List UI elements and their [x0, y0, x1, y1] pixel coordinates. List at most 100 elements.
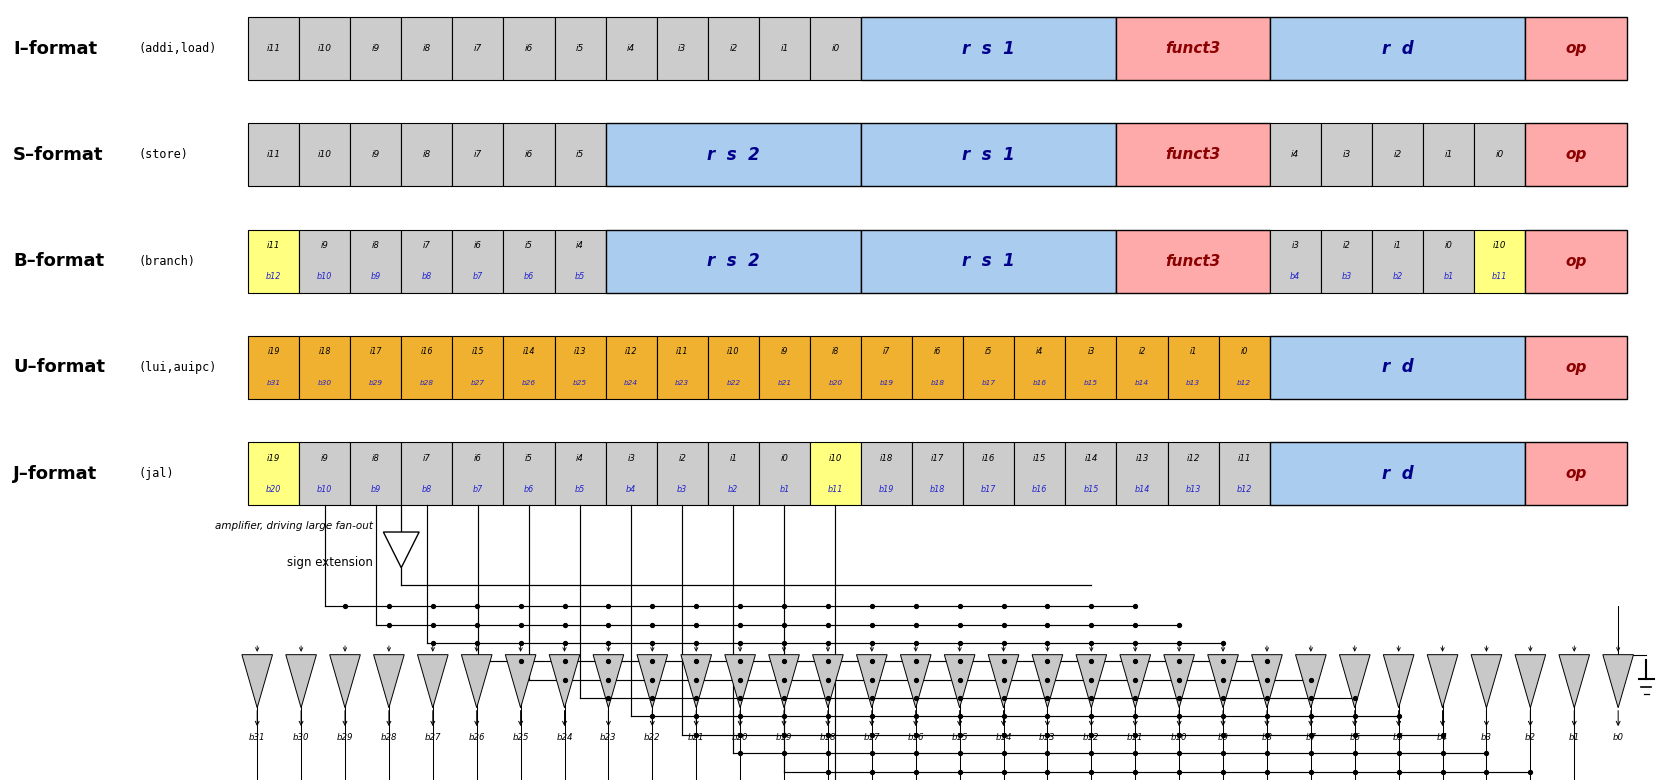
Bar — [1526, 229, 1628, 293]
Polygon shape — [769, 655, 799, 708]
Bar — [1168, 442, 1218, 505]
Text: b7: b7 — [1305, 733, 1317, 742]
Bar — [810, 17, 861, 80]
Bar — [453, 17, 503, 80]
Text: i16: i16 — [421, 348, 433, 356]
Polygon shape — [1340, 655, 1370, 708]
Bar — [759, 17, 810, 80]
Text: i15: i15 — [1033, 453, 1046, 463]
Text: i9: i9 — [780, 348, 789, 356]
Text: op: op — [1566, 360, 1587, 375]
Text: i7: i7 — [475, 150, 481, 160]
Text: b25: b25 — [573, 380, 587, 386]
Text: i3: i3 — [1088, 348, 1095, 356]
Text: b30: b30 — [317, 380, 331, 386]
Text: r  s  1: r s 1 — [962, 146, 1016, 164]
Text: i3: i3 — [1342, 150, 1350, 160]
Text: i10: i10 — [317, 150, 331, 160]
Bar — [1474, 124, 1526, 186]
Text: i3: i3 — [627, 453, 635, 463]
Bar — [861, 336, 912, 399]
Text: i3: i3 — [1292, 241, 1300, 251]
Polygon shape — [988, 655, 1019, 708]
Bar — [299, 17, 351, 80]
Text: i0: i0 — [1240, 348, 1248, 356]
Text: i0: i0 — [1496, 150, 1504, 160]
Text: b22: b22 — [643, 733, 660, 742]
Text: (addi,load): (addi,load) — [139, 42, 217, 55]
Bar — [503, 229, 555, 293]
Text: b29: b29 — [369, 380, 383, 386]
Polygon shape — [1602, 655, 1634, 708]
Polygon shape — [901, 655, 931, 708]
Bar — [1270, 336, 1526, 399]
Text: b1: b1 — [1444, 272, 1454, 281]
Text: b11: b11 — [1126, 733, 1143, 742]
Bar — [657, 442, 709, 505]
Polygon shape — [1252, 655, 1282, 708]
Bar — [351, 229, 401, 293]
Text: b14: b14 — [1135, 485, 1150, 493]
Text: i8: i8 — [371, 241, 379, 251]
Text: i1: i1 — [1394, 241, 1402, 251]
Text: b11: b11 — [827, 485, 844, 493]
Text: b12: b12 — [1237, 485, 1252, 493]
Text: r  d: r d — [1382, 40, 1414, 58]
Bar — [1372, 124, 1424, 186]
Polygon shape — [383, 532, 419, 568]
Text: b20: b20 — [732, 733, 749, 742]
Bar — [453, 336, 503, 399]
Text: i11: i11 — [267, 44, 281, 53]
Text: r  s  1: r s 1 — [962, 252, 1016, 270]
Text: i3: i3 — [678, 44, 687, 53]
Bar — [962, 336, 1014, 399]
Bar — [605, 229, 861, 293]
Bar — [1014, 336, 1066, 399]
Text: b22: b22 — [727, 380, 740, 386]
Bar — [1320, 124, 1372, 186]
Text: I–format: I–format — [13, 40, 97, 58]
Text: i2: i2 — [729, 44, 737, 53]
Bar — [1066, 336, 1116, 399]
Text: i5: i5 — [525, 453, 533, 463]
Text: i1: i1 — [1190, 348, 1196, 356]
Text: r  s  2: r s 2 — [707, 252, 760, 270]
Text: i14: i14 — [1084, 453, 1098, 463]
Bar — [453, 229, 503, 293]
Bar — [351, 124, 401, 186]
Polygon shape — [1208, 655, 1238, 708]
Text: b19: b19 — [775, 733, 792, 742]
Text: b7: b7 — [473, 272, 483, 281]
Text: b20: b20 — [266, 485, 281, 493]
Polygon shape — [1427, 655, 1457, 708]
Text: i0: i0 — [1445, 241, 1452, 251]
Text: i2: i2 — [1342, 241, 1350, 251]
Text: i2: i2 — [678, 453, 687, 463]
Bar — [912, 442, 962, 505]
Text: i16: i16 — [983, 453, 996, 463]
Polygon shape — [1559, 655, 1589, 708]
Text: i6: i6 — [475, 241, 481, 251]
Text: (branch): (branch) — [139, 254, 196, 268]
Text: b17: b17 — [864, 733, 881, 742]
Bar — [453, 124, 503, 186]
Bar — [555, 229, 605, 293]
Text: i6: i6 — [475, 453, 481, 463]
Text: i6: i6 — [934, 348, 941, 356]
Text: op: op — [1566, 147, 1587, 162]
Text: i11: i11 — [1238, 453, 1252, 463]
Text: b4: b4 — [1290, 272, 1300, 281]
Text: S–format: S–format — [13, 146, 104, 164]
Text: b25: b25 — [513, 733, 528, 742]
Text: b26: b26 — [468, 733, 485, 742]
Text: b8: b8 — [421, 485, 431, 493]
Bar — [1424, 124, 1474, 186]
Text: b4: b4 — [627, 485, 637, 493]
Text: b6: b6 — [1348, 733, 1360, 742]
Text: i17: i17 — [369, 348, 383, 356]
Text: i5: i5 — [525, 241, 533, 251]
Text: i7: i7 — [423, 241, 431, 251]
Bar — [759, 336, 810, 399]
Text: b17: b17 — [981, 380, 996, 386]
Text: b14: b14 — [1135, 380, 1150, 386]
